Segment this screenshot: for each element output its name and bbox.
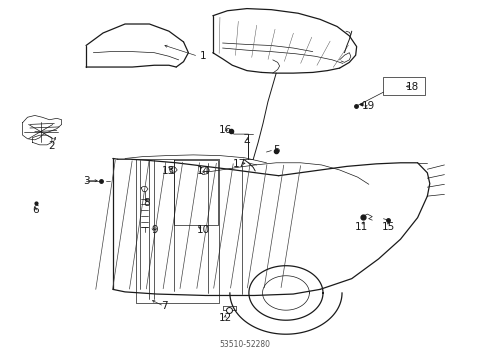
Text: 13: 13 [162,166,175,176]
Bar [383,77,424,95]
Text: 2: 2 [48,141,55,151]
Text: 4: 4 [243,138,250,147]
Text: 11: 11 [354,222,367,231]
Text: 9: 9 [151,225,157,235]
Text: 1: 1 [199,51,206,61]
Text: 8: 8 [143,198,150,208]
Text: 18: 18 [405,82,419,92]
Text: 19: 19 [362,102,375,112]
Text: 7: 7 [161,301,167,311]
Text: 53510-52280: 53510-52280 [219,340,269,349]
Text: 12: 12 [218,313,231,323]
Text: 16: 16 [218,125,231,135]
Text: 14: 14 [196,166,209,176]
Text: 15: 15 [381,222,394,231]
Text: 10: 10 [196,225,209,235]
Text: 5: 5 [272,144,279,154]
Text: 17: 17 [232,159,246,169]
Text: 6: 6 [32,206,39,216]
Text: 3: 3 [82,176,89,186]
